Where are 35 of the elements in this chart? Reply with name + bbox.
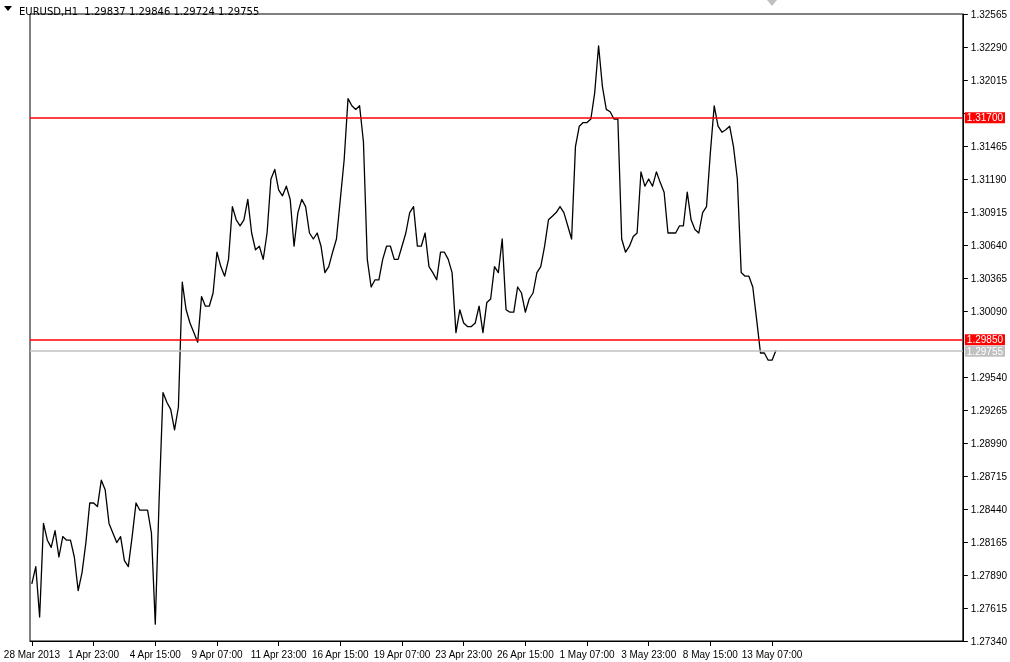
x-tick-label: 19 Apr 07:00 bbox=[373, 648, 431, 660]
y-tick-label: 1.28165 bbox=[970, 536, 1008, 548]
x-tick-label: 3 May 23:00 bbox=[621, 648, 677, 660]
y-tick-label: 1.30915 bbox=[970, 206, 1008, 218]
ref-line-label: 1.31700 bbox=[966, 112, 1004, 124]
x-tick-label: 1 May 07:00 bbox=[559, 648, 615, 660]
y-tick-label: 1.28440 bbox=[970, 503, 1008, 515]
x-tick-label: 16 Apr 15:00 bbox=[311, 648, 370, 660]
y-tick-label: 1.30090 bbox=[970, 305, 1008, 317]
y-tick-label: 1.31465 bbox=[970, 140, 1008, 152]
x-tick-label: 1 Apr 23:00 bbox=[68, 648, 120, 660]
x-tick-label: 23 Apr 23:00 bbox=[435, 648, 493, 660]
x-tick-label: 13 May 07:00 bbox=[741, 648, 803, 660]
y-tick-label: 1.29265 bbox=[970, 404, 1008, 416]
x-tick-label: 11 Apr 23:00 bbox=[250, 648, 308, 660]
y-tick-label: 1.27615 bbox=[970, 602, 1008, 614]
y-tick-label: 1.27890 bbox=[970, 569, 1008, 581]
x-tick-label: 28 Mar 2013 bbox=[3, 648, 61, 660]
y-tick-label: 1.27340 bbox=[970, 635, 1008, 647]
y-tick-label: 1.32290 bbox=[970, 41, 1008, 53]
x-tick-label: 26 Apr 15:00 bbox=[496, 648, 555, 660]
y-tick-label: 1.30365 bbox=[970, 272, 1008, 284]
y-tick-label: 1.31190 bbox=[970, 173, 1007, 185]
x-tick-label: 9 Apr 07:00 bbox=[191, 648, 243, 660]
y-tick-label: 1.28715 bbox=[970, 470, 1008, 482]
x-tick-label: 4 Apr 15:00 bbox=[129, 648, 182, 660]
y-tick-label: 1.30640 bbox=[970, 239, 1008, 251]
y-tick-label: 1.29540 bbox=[970, 371, 1008, 383]
y-tick-label: 1.32015 bbox=[970, 74, 1008, 86]
chart-title: EURUSD,H1 1.29837 1.29846 1.29724 1.29755 bbox=[19, 5, 260, 17]
x-tick-label: 8 May 15:00 bbox=[682, 648, 739, 660]
y-tick-label: 1.32565 bbox=[970, 8, 1008, 20]
y-tick-label: 1.28990 bbox=[970, 437, 1008, 449]
ref-line-label: 1.29850 bbox=[966, 334, 1004, 346]
ref-line-label: 1.29755 bbox=[966, 345, 1004, 357]
